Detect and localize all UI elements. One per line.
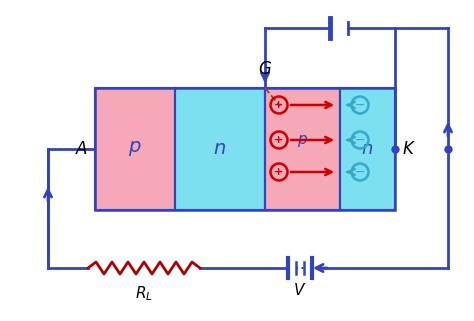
Text: $A$: $A$	[75, 140, 88, 158]
Text: −: −	[355, 99, 365, 111]
Text: +: +	[274, 100, 283, 110]
Bar	[265, 88, 340, 210]
Bar	[340, 88, 395, 210]
Text: $V$: $V$	[293, 282, 307, 298]
Text: $K$: $K$	[402, 140, 416, 158]
Text: $p$: $p$	[297, 133, 308, 149]
Text: $n$: $n$	[213, 140, 227, 159]
Text: $G$: $G$	[258, 60, 272, 78]
Text: $R_L$: $R_L$	[135, 284, 153, 303]
Bar	[95, 88, 395, 210]
Text: +: +	[274, 135, 283, 145]
Bar	[95, 88, 175, 210]
Text: $n$: $n$	[361, 140, 374, 158]
Bar	[175, 88, 265, 210]
Text: +: +	[274, 167, 283, 177]
Text: −: −	[355, 134, 365, 146]
Text: $p$: $p$	[128, 140, 142, 159]
Text: −: −	[355, 166, 365, 178]
